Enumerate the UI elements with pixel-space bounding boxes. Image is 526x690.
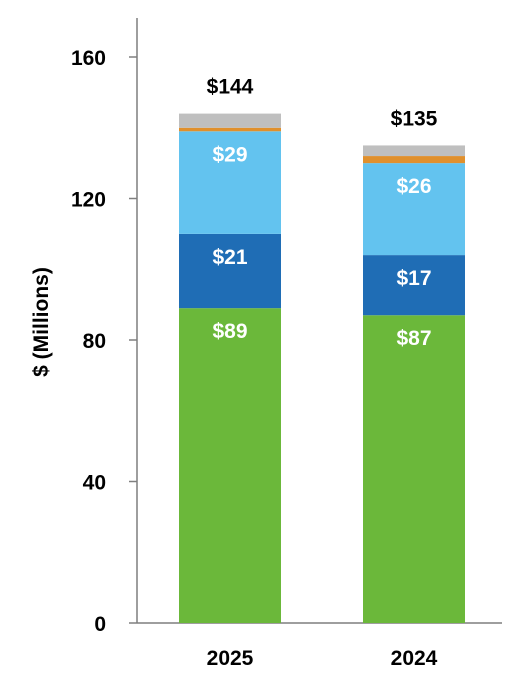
bar-segment — [179, 113, 281, 128]
y-tick-label: 80 — [83, 330, 106, 353]
bar-segment — [363, 156, 465, 164]
x-tick-label: 2025 — [207, 647, 254, 670]
bar-segment — [363, 145, 465, 157]
bar-segment — [179, 127, 281, 132]
data-label: $29 — [212, 143, 247, 166]
data-label: $87 — [396, 327, 431, 350]
chart-labels: $89 $21 $29 $144 2025 $87 $17 $26 $135 2024 — [207, 76, 438, 670]
bar-segment — [179, 308, 281, 623]
y-tick-label: 120 — [71, 189, 106, 212]
bar-segment — [363, 315, 465, 623]
total-label: $144 — [207, 76, 254, 99]
chart-bars — [179, 113, 465, 623]
chart-axes: 0 40 80 120 160 — [71, 18, 502, 636]
y-tick-label: 160 — [71, 47, 106, 70]
bar-segment — [179, 233, 281, 309]
data-label: $26 — [396, 175, 431, 198]
total-label: $135 — [391, 107, 438, 130]
bar-segment — [363, 255, 465, 316]
y-axis-title: $ (Millions) — [30, 267, 53, 377]
bar-segment — [363, 163, 465, 256]
x-tick-label: 2024 — [391, 647, 438, 670]
y-tick-label: 40 — [83, 472, 106, 495]
data-label: $21 — [212, 246, 247, 269]
y-tick-label: 0 — [94, 613, 106, 636]
data-label: $89 — [212, 320, 247, 343]
bar-segment — [179, 131, 281, 234]
data-label: $17 — [396, 267, 431, 290]
